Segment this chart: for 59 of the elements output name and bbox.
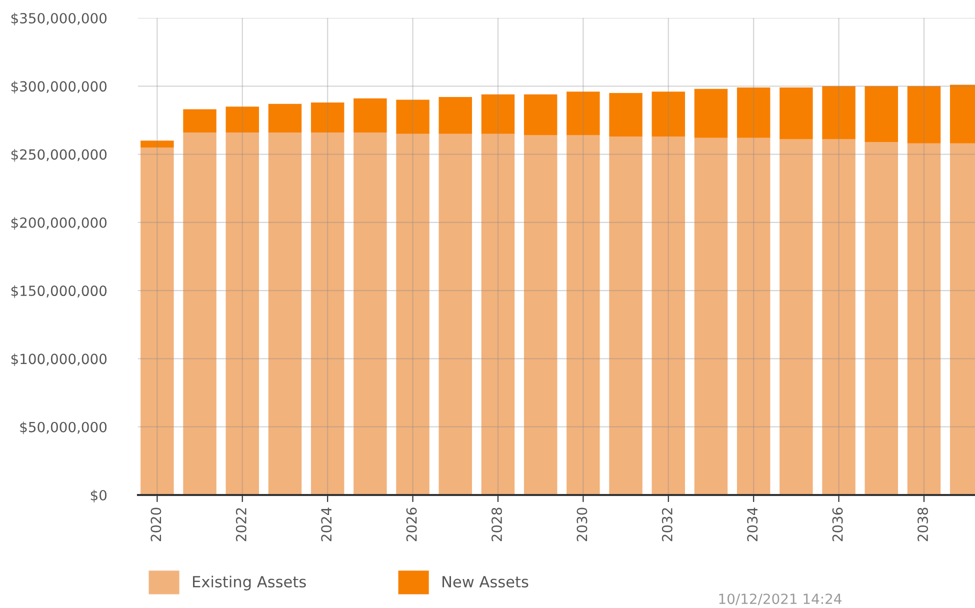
bar <box>652 92 686 137</box>
legend-label: Existing Assets <box>193 576 306 590</box>
bar <box>609 136 642 495</box>
bar <box>183 132 216 495</box>
x-tick-label: 2036 <box>832 508 843 542</box>
bar <box>268 104 302 132</box>
bar <box>140 140 174 148</box>
bar <box>652 136 686 495</box>
bar <box>694 138 728 495</box>
bar <box>609 92 642 137</box>
text: 10/12/2021 14:24 <box>719 594 842 606</box>
bar <box>226 132 259 495</box>
x-tick-label: 2038 <box>918 508 928 542</box>
bar <box>354 132 387 495</box>
bar <box>226 106 259 132</box>
bar <box>438 97 472 134</box>
y-tick-label: $150,000,000 <box>11 285 107 298</box>
bar <box>780 88 813 140</box>
y-tick-label: $0 <box>90 490 107 502</box>
y-tick-label: $50,000,000 <box>20 422 107 434</box>
bar <box>183 109 216 132</box>
bar <box>524 135 558 495</box>
y-tick-label: $100,000,000 <box>11 353 107 366</box>
bar <box>140 147 174 495</box>
bar <box>864 142 898 495</box>
y-tick-label: $350,000,000 <box>11 12 107 26</box>
x-tick-label: 2020 <box>150 508 162 542</box>
bar <box>736 88 770 138</box>
bar <box>566 92 600 136</box>
bar <box>907 86 941 144</box>
bar <box>822 86 856 140</box>
bar <box>566 135 600 495</box>
bar <box>780 139 813 495</box>
bar <box>864 86 898 142</box>
x-tick-label: 2030 <box>576 508 588 542</box>
y-tick-label: $300,000,000 <box>11 80 107 94</box>
bar <box>310 132 344 495</box>
bar <box>907 143 941 495</box>
bar <box>481 134 515 495</box>
bar <box>438 134 472 495</box>
bar <box>310 102 344 132</box>
y-tick-label: $250,000,000 <box>11 149 107 162</box>
bar <box>396 100 430 134</box>
x-tick-label: 2022 <box>236 508 246 542</box>
bar <box>694 88 728 138</box>
bar <box>481 94 515 134</box>
bar <box>396 134 430 495</box>
bar <box>822 139 856 495</box>
x-tick-label: 2032 <box>662 508 672 542</box>
legend-label: New Assets <box>442 576 528 588</box>
x-tick-label: 2026 <box>406 508 417 542</box>
x-tick-label: 2034 <box>747 508 758 542</box>
y-tick-label: $200,000,000 <box>11 217 107 230</box>
x-tick-label: 2028 <box>492 508 502 542</box>
bar <box>354 98 387 132</box>
bar <box>736 138 770 495</box>
bar <box>524 94 558 136</box>
bar <box>268 132 302 495</box>
x-tick-label: 2024 <box>321 508 332 542</box>
